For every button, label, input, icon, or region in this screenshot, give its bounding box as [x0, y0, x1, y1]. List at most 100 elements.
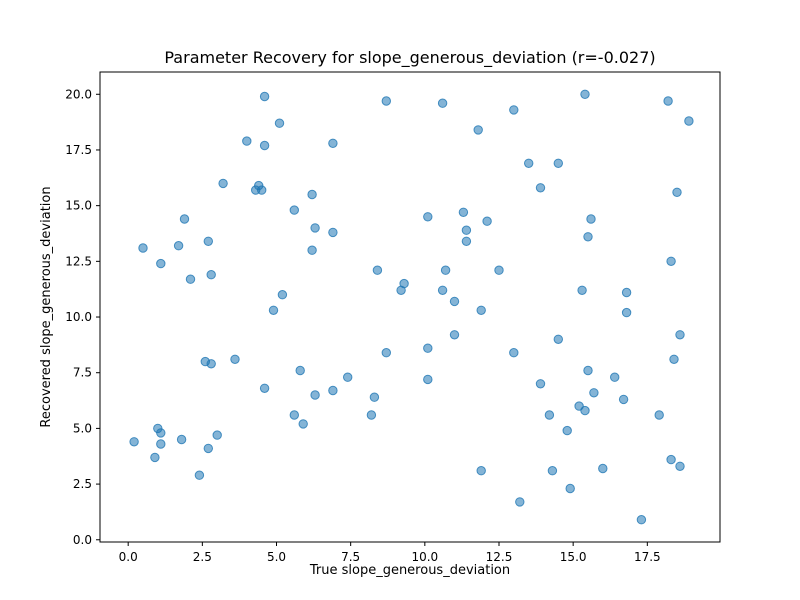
data-point	[423, 374, 433, 385]
data-point	[535, 183, 546, 193]
data-point	[156, 258, 166, 269]
data-point	[289, 205, 299, 215]
data-point	[621, 307, 632, 318]
data-points	[129, 89, 694, 525]
y-tick-label: 12.5	[65, 254, 92, 268]
data-point	[440, 265, 451, 275]
data-point	[242, 136, 252, 146]
data-point	[372, 265, 383, 275]
data-point	[583, 365, 593, 376]
data-point	[156, 439, 166, 449]
data-point	[449, 330, 460, 340]
data-point	[328, 385, 338, 396]
y-axis-label: Recovered slope_generous_deviation	[39, 186, 54, 427]
data-point	[230, 354, 240, 364]
data-point	[577, 285, 587, 295]
data-point	[423, 343, 433, 353]
x-axis-label: True slope_generous_deviation	[309, 563, 510, 578]
data-point	[547, 466, 558, 476]
y-tick-label: 2.5	[73, 477, 92, 491]
data-point	[535, 379, 546, 389]
data-point	[259, 140, 270, 151]
x-tick-label: 17.5	[634, 550, 661, 564]
data-point	[203, 443, 214, 454]
data-point	[509, 348, 519, 358]
data-point	[473, 125, 483, 135]
y-tick-label: 17.5	[65, 143, 92, 157]
data-point	[666, 256, 676, 266]
data-point	[310, 223, 320, 233]
data-point	[129, 437, 139, 447]
data-point	[381, 348, 391, 358]
data-point	[138, 243, 148, 253]
data-point	[173, 241, 184, 251]
data-point	[218, 178, 228, 189]
data-point	[482, 216, 492, 226]
x-tick-label: 12.5	[486, 550, 513, 564]
data-point	[666, 454, 676, 465]
chart-title: Parameter Recovery for slope_generous_de…	[164, 48, 655, 68]
data-point	[257, 185, 267, 195]
data-point	[636, 515, 647, 525]
data-point	[206, 270, 216, 280]
data-point	[672, 187, 682, 198]
data-point	[476, 305, 486, 315]
data-point	[553, 334, 563, 344]
data-point	[675, 330, 685, 340]
data-point	[194, 470, 205, 480]
data-point	[565, 483, 575, 494]
y-tick-label: 20.0	[65, 87, 92, 101]
y-tick-label: 10.0	[65, 310, 92, 324]
data-point	[583, 232, 593, 242]
data-point	[307, 245, 317, 255]
x-tick-label: 10.0	[411, 550, 438, 564]
data-point	[203, 236, 214, 247]
data-point	[268, 305, 279, 315]
data-point	[618, 394, 629, 405]
data-point	[328, 227, 338, 238]
data-point	[185, 274, 196, 284]
data-point	[476, 466, 486, 476]
data-point	[515, 497, 525, 507]
data-point	[259, 91, 270, 102]
data-point	[598, 463, 608, 474]
y-tick-label: 15.0	[65, 199, 92, 213]
data-point	[586, 214, 596, 224]
data-point	[589, 388, 599, 398]
data-point	[580, 89, 590, 100]
data-point	[289, 410, 299, 420]
x-tick-label: 5.0	[267, 550, 286, 564]
y-tick-label: 5.0	[73, 421, 92, 435]
data-point	[369, 392, 380, 402]
data-point	[437, 285, 448, 295]
data-point	[509, 105, 519, 115]
plot-frame	[99, 71, 721, 543]
data-point	[277, 290, 288, 300]
data-point	[580, 405, 590, 416]
data-point	[684, 116, 694, 126]
data-point	[553, 158, 563, 169]
y-axis-ticks: 0.0 2.5 5.0 7.5 10.0 12.5 15.0 17.5 20.0	[65, 87, 100, 547]
data-point	[461, 236, 472, 247]
data-point	[562, 425, 572, 436]
data-point	[610, 372, 620, 382]
data-point	[423, 212, 433, 222]
data-point	[150, 452, 160, 463]
data-point	[461, 225, 472, 235]
data-point	[621, 287, 632, 298]
data-point	[212, 430, 222, 440]
data-point	[366, 410, 377, 420]
data-point	[663, 96, 673, 106]
data-point	[458, 207, 469, 218]
x-tick-label: 15.0	[560, 550, 587, 564]
y-tick-label: 0.0	[73, 533, 92, 547]
data-point	[654, 410, 664, 420]
data-point	[544, 410, 555, 420]
x-tick-label: 2.5	[193, 550, 212, 564]
data-point	[295, 365, 305, 376]
data-point	[298, 419, 308, 429]
data-point	[437, 98, 448, 108]
data-point	[310, 390, 320, 400]
data-point	[524, 158, 534, 169]
data-point	[274, 118, 285, 128]
